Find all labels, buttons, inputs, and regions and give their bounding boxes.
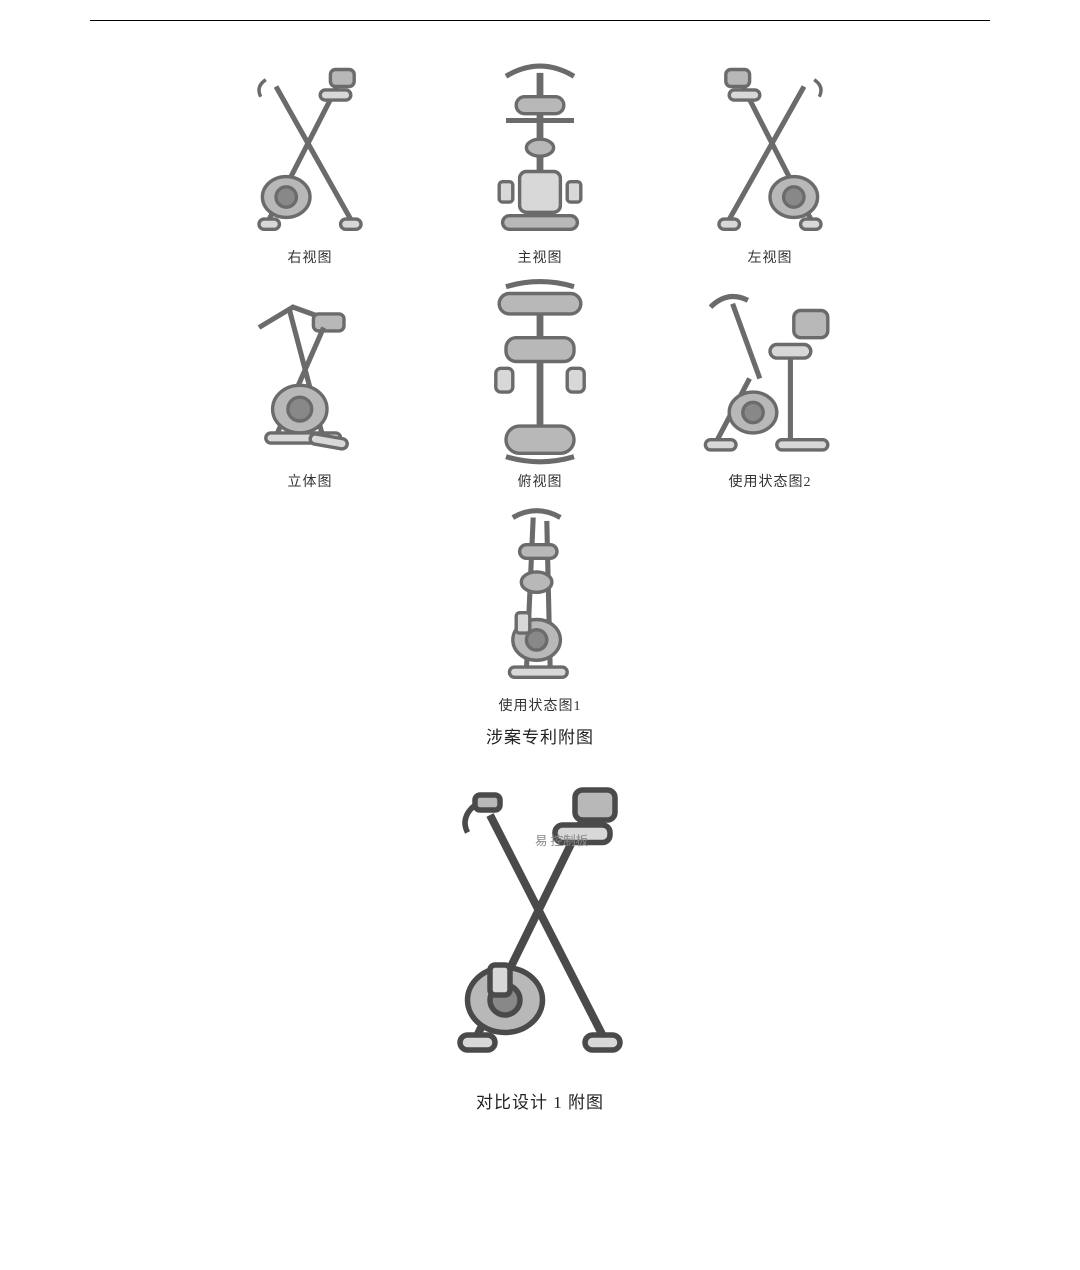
figure-row-2: 立体图 俯视图: [100, 275, 980, 491]
figure-cell: 使用状态图1: [455, 499, 625, 715]
figure-left-view: [685, 51, 855, 241]
figure-caption: 俯视图: [518, 471, 563, 491]
comparison-figure: 易 控制板: [415, 770, 665, 1070]
figure-cell: 俯视图: [455, 275, 625, 491]
figure-use-state-1: [455, 499, 625, 689]
section-caption-2: 对比设计 1 附图: [100, 1088, 980, 1113]
top-horizontal-rule: [90, 20, 990, 21]
section-caption-1: 涉案专利附图: [100, 723, 980, 748]
figure-cell: 右视图: [225, 51, 395, 267]
figure-caption: 右视图: [288, 247, 333, 267]
figure-use-state-2: [685, 275, 855, 465]
figure-caption: 主视图: [518, 247, 563, 267]
figure-caption: 使用状态图2: [729, 471, 812, 491]
figure-row-1: 右视图 主视图: [100, 51, 980, 267]
figure-caption: 左视图: [748, 247, 793, 267]
figure-front-view: [455, 51, 625, 241]
figure-cell: 立体图: [225, 275, 395, 491]
figure-cell: 使用状态图2: [685, 275, 855, 491]
figure-top-view: [455, 275, 625, 465]
figure-row-3: 使用状态图1: [100, 499, 980, 715]
figure-isometric-view: [225, 275, 395, 465]
figure-cell: 主视图: [455, 51, 625, 267]
figure-cell: 左视图: [685, 51, 855, 267]
figure-caption: 立体图: [288, 471, 333, 491]
figure-caption: 使用状态图1: [499, 695, 582, 715]
svg-text:易 控制板: 易 控制板: [535, 834, 589, 848]
figure-right-view: [225, 51, 395, 241]
